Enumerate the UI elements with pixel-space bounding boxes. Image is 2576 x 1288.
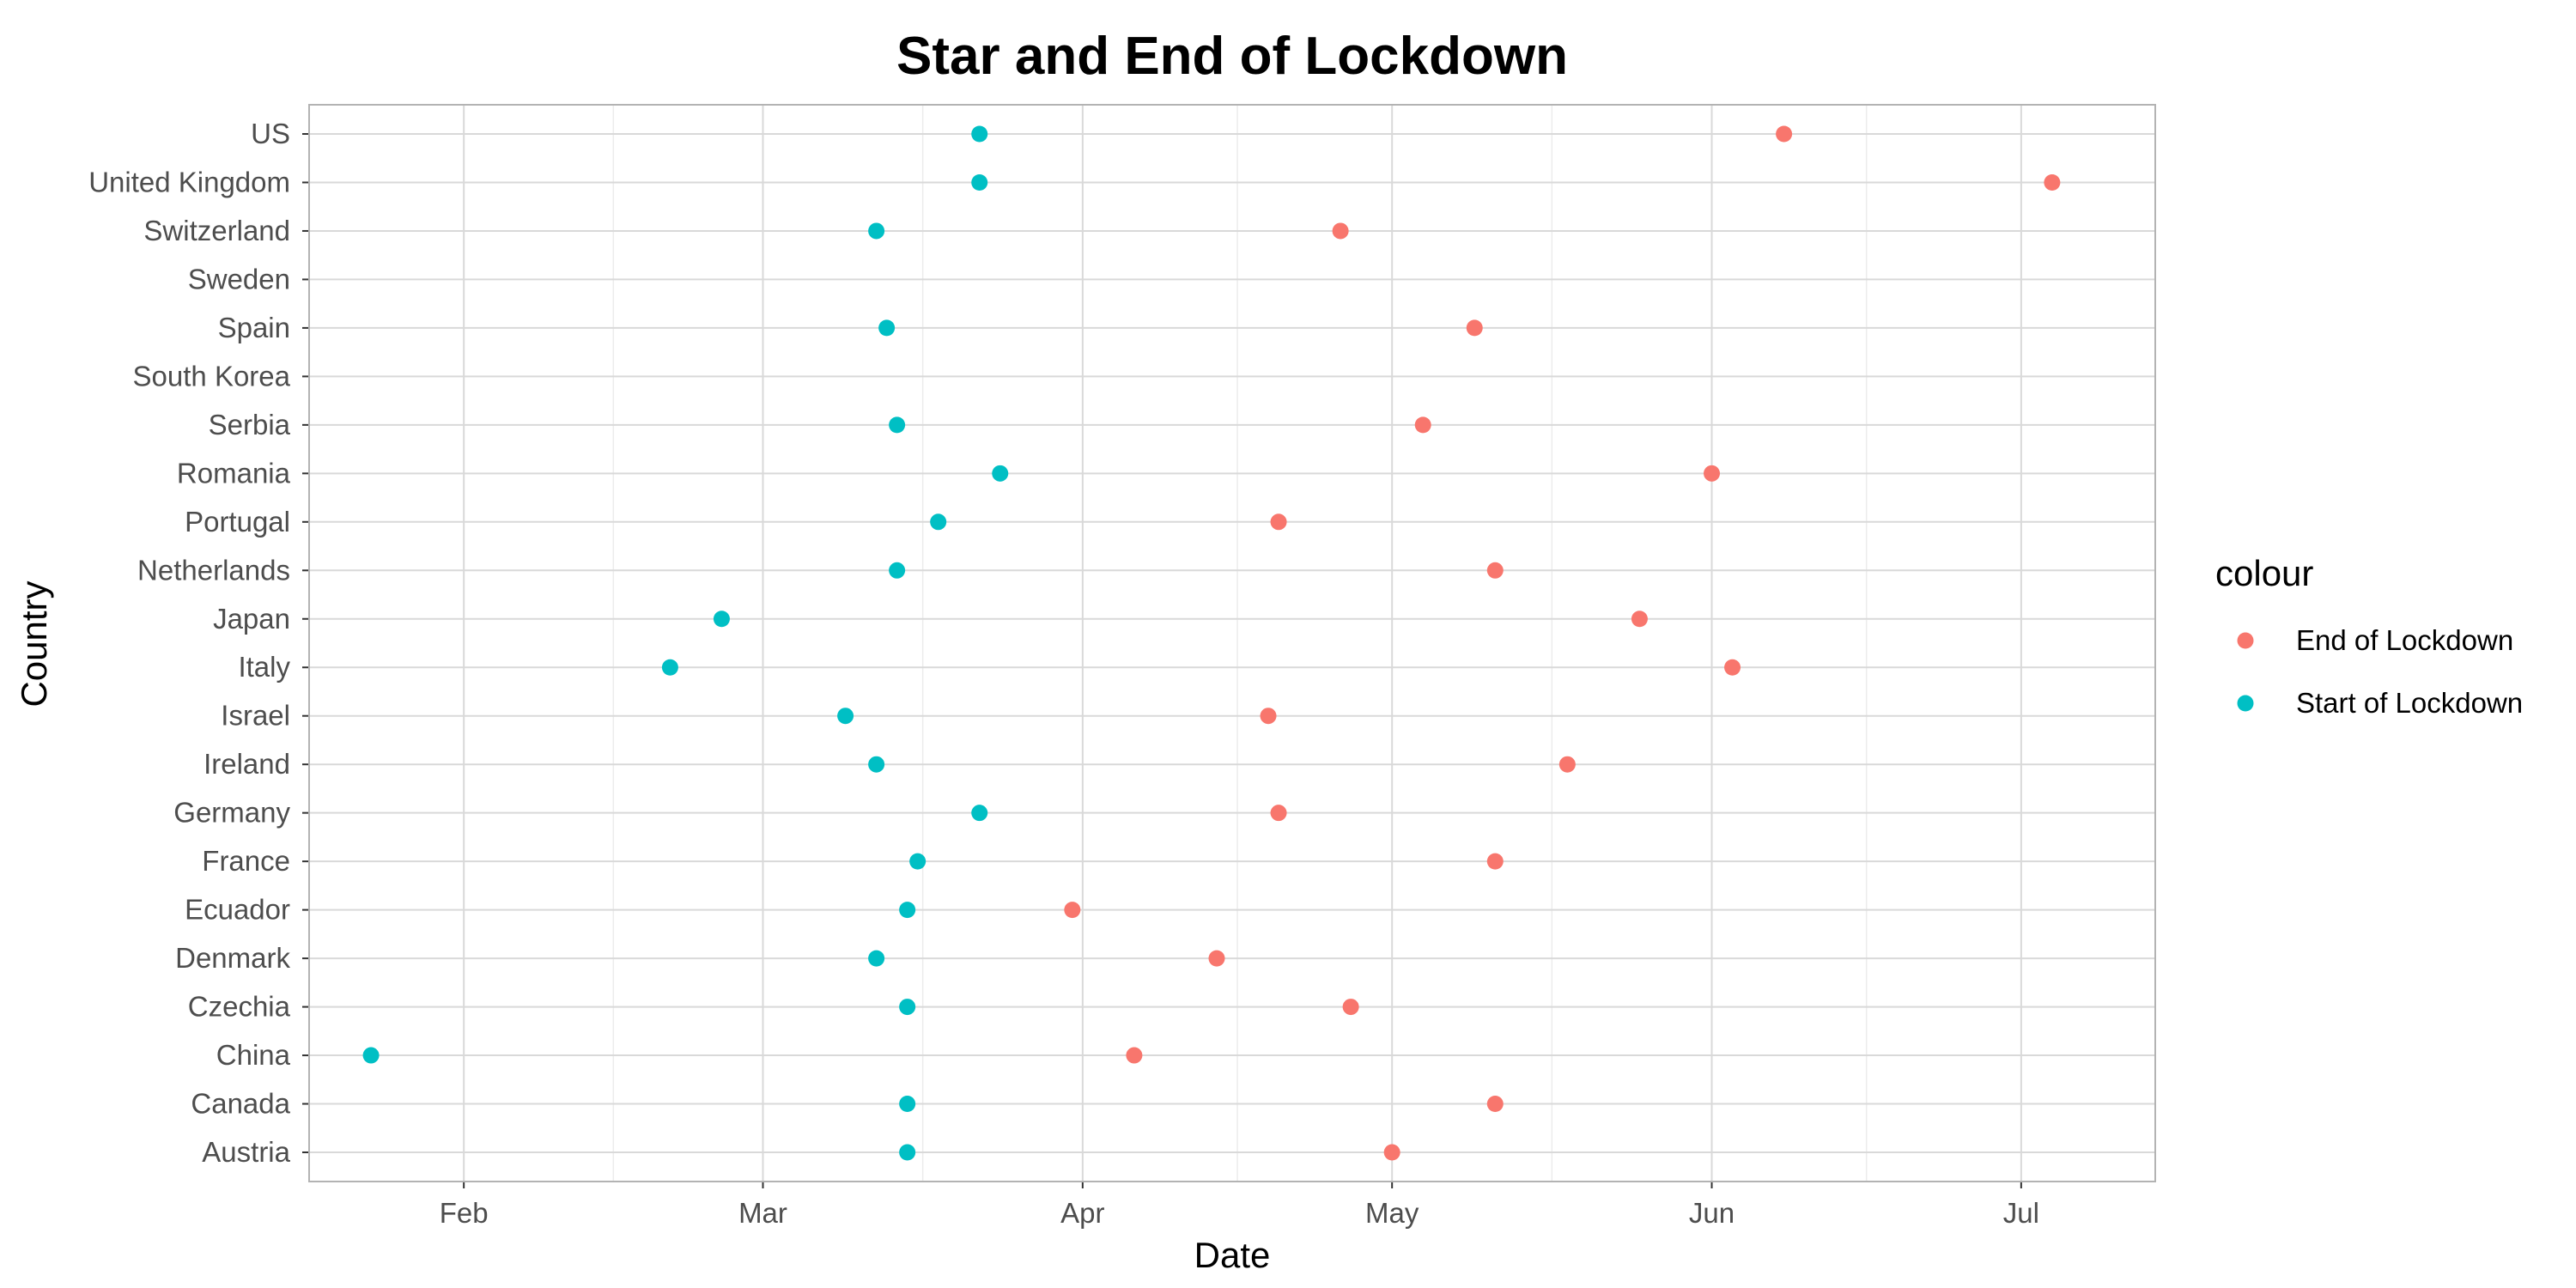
y-tick-label: Romania xyxy=(177,457,291,489)
data-point xyxy=(971,173,988,191)
y-tick-label: US xyxy=(251,118,290,149)
legend: colour End of Lockdown Start of Lockdown xyxy=(2215,553,2523,719)
data-point xyxy=(1332,222,1349,240)
y-axis-tick-labels: Austria Canada China Czechia Denmark Ecuador F… xyxy=(88,118,309,1168)
y-tick-label: Ecuador xyxy=(185,894,290,926)
grid-lines xyxy=(309,105,2155,1182)
data-point xyxy=(1126,1047,1143,1064)
series-0 xyxy=(1064,125,2061,1161)
data-point xyxy=(971,125,988,143)
data-points xyxy=(362,125,2061,1161)
data-point xyxy=(1704,465,1721,482)
panel-border xyxy=(308,104,2156,1182)
data-point xyxy=(878,319,896,337)
data-point xyxy=(1208,950,1225,967)
y-tick-label: Austria xyxy=(202,1136,290,1168)
y-tick-label: France xyxy=(202,845,290,877)
data-point xyxy=(899,1144,916,1161)
data-point xyxy=(1631,611,1648,628)
x-tick-label: Apr xyxy=(1060,1197,1104,1229)
data-point xyxy=(1414,416,1431,434)
data-point xyxy=(899,999,916,1016)
chart-title: Star and End of Lockdown xyxy=(896,27,1568,86)
data-point xyxy=(971,805,988,822)
data-point xyxy=(992,465,1009,482)
y-tick-label: Denmark xyxy=(175,942,290,974)
y-tick-label: Italy xyxy=(238,651,290,683)
data-point xyxy=(1064,902,1081,919)
y-tick-label: Portugal xyxy=(185,506,290,538)
data-point xyxy=(661,659,678,676)
data-point xyxy=(868,950,885,967)
y-tick-label: Serbia xyxy=(209,409,291,440)
legend-label: End of Lockdown xyxy=(2296,624,2513,656)
y-tick-label: Ireland xyxy=(204,748,290,780)
legend-title: colour xyxy=(2215,553,2313,593)
data-point xyxy=(1558,756,1576,773)
legend-key xyxy=(2237,632,2254,649)
data-point xyxy=(1270,805,1287,822)
y-axis-title: Country xyxy=(14,580,54,707)
x-tick-label: Jul xyxy=(2003,1197,2039,1229)
legend-key xyxy=(2237,695,2254,712)
data-point xyxy=(1776,125,1793,143)
y-tick-label: Canada xyxy=(191,1088,290,1120)
data-point xyxy=(868,756,885,773)
data-point xyxy=(889,562,906,579)
data-point xyxy=(1270,513,1287,531)
data-point xyxy=(1486,853,1504,870)
data-point xyxy=(1342,999,1359,1016)
data-point xyxy=(889,416,906,434)
y-tick-label: Spain xyxy=(218,312,290,343)
data-point xyxy=(1486,562,1504,579)
data-point xyxy=(362,1047,380,1064)
data-point xyxy=(713,611,730,628)
data-point xyxy=(868,222,885,240)
data-point xyxy=(1383,1144,1400,1161)
y-tick-label: China xyxy=(216,1039,291,1071)
y-tick-label: Israel xyxy=(221,700,290,732)
legend-label: Start of Lockdown xyxy=(2296,687,2523,719)
legend-items: End of Lockdown Start of Lockdown xyxy=(2237,624,2523,719)
data-point xyxy=(1466,319,1483,337)
y-tick-label: Netherlands xyxy=(137,554,290,586)
y-tick-label: South Korea xyxy=(133,360,291,392)
data-point xyxy=(1724,659,1741,676)
y-tick-label: Germany xyxy=(173,797,290,829)
x-tick-label: Jun xyxy=(1689,1197,1735,1229)
y-tick-label: Switzerland xyxy=(143,215,290,246)
series-1 xyxy=(362,125,1009,1161)
y-tick-label: Japan xyxy=(213,603,290,635)
y-tick-label: Czechia xyxy=(188,991,291,1023)
data-point xyxy=(2044,173,2061,191)
data-point xyxy=(909,853,927,870)
data-point xyxy=(899,902,916,919)
data-point xyxy=(930,513,947,531)
data-point xyxy=(1486,1096,1504,1113)
x-tick-label: May xyxy=(1365,1197,1419,1229)
data-point xyxy=(1260,708,1277,725)
x-axis-tick-labels: Feb Mar Apr May Jun Jul xyxy=(440,1182,2039,1229)
x-tick-label: Feb xyxy=(440,1197,489,1229)
data-point xyxy=(899,1096,916,1113)
y-tick-label: Sweden xyxy=(188,263,290,295)
data-point xyxy=(837,708,854,725)
x-axis-title: Date xyxy=(1194,1235,1271,1275)
y-tick-label: United Kingdom xyxy=(88,166,290,197)
x-tick-label: Mar xyxy=(738,1197,787,1229)
